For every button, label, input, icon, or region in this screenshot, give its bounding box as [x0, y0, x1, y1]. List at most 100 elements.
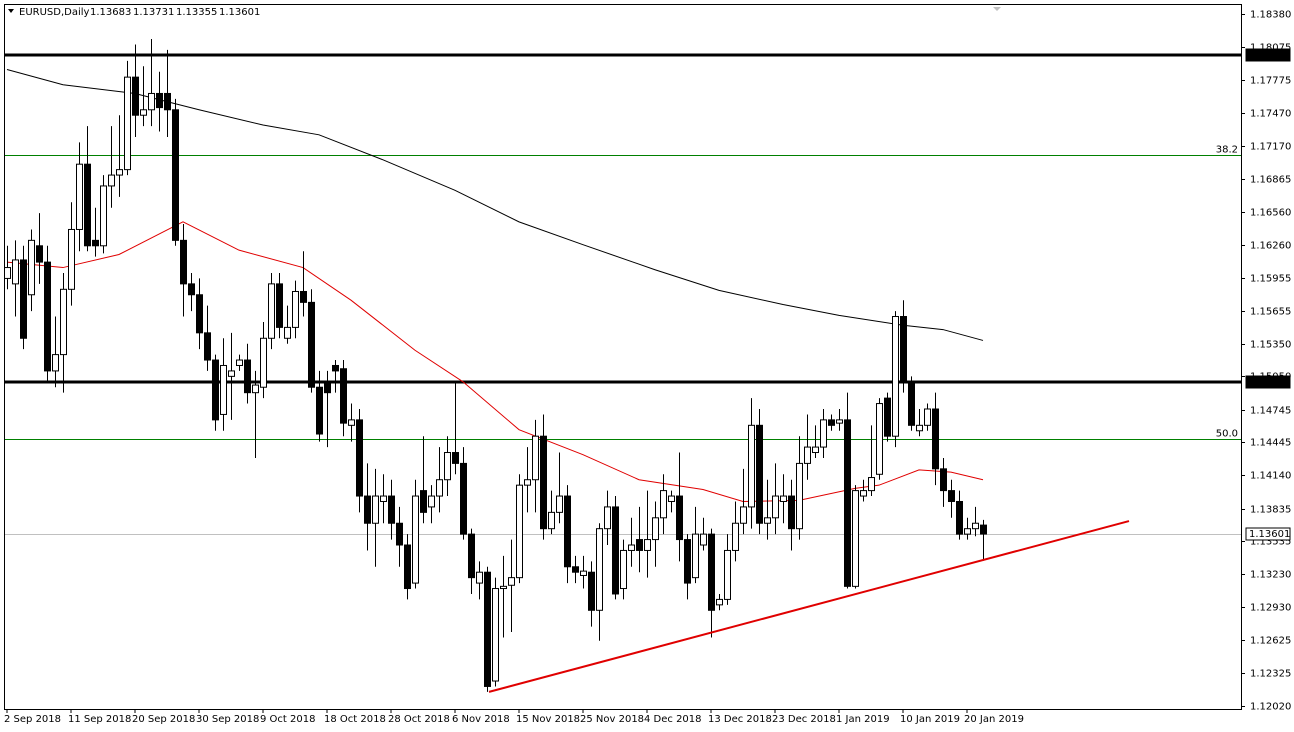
candle-body — [948, 490, 955, 502]
candle-body — [492, 588, 499, 682]
y-tick-label: 1.16865 — [1250, 175, 1291, 186]
candle-body — [284, 326, 291, 339]
candle-body — [108, 174, 115, 187]
candle-body — [12, 259, 19, 285]
candle-body — [804, 446, 811, 464]
candle-body — [92, 239, 99, 247]
x-tick-label: 15 Nov 2018 — [516, 714, 580, 725]
candle-body — [716, 598, 723, 606]
candle-body — [132, 76, 139, 116]
candle-body — [460, 462, 467, 535]
candle-body — [756, 424, 763, 524]
y-tick-label: 1.13535 — [1250, 537, 1291, 548]
candle-body — [172, 109, 179, 241]
candle-body — [148, 92, 155, 111]
candle-body — [60, 288, 67, 356]
candle-body — [548, 511, 555, 530]
candle-body — [564, 495, 571, 568]
x-tick-label: 20 Sep 2018 — [132, 714, 195, 725]
y-tick-label: 1.16260 — [1250, 241, 1291, 252]
candle-body — [844, 419, 851, 587]
candle-body — [700, 533, 707, 546]
x-tick-label: 25 Nov 2018 — [580, 714, 644, 725]
candle-body — [188, 283, 195, 296]
candle-body — [68, 228, 75, 290]
candle-body — [524, 479, 531, 486]
y-tick-label: 1.12930 — [1250, 603, 1291, 614]
candle-body — [596, 528, 603, 611]
candle-body — [236, 359, 243, 366]
candle-body — [116, 169, 123, 176]
moving-average — [6, 69, 984, 341]
ohlc-close: 1.13601 — [219, 7, 260, 18]
candle-body — [972, 522, 979, 530]
candle-body — [500, 585, 507, 590]
candle-body — [724, 549, 731, 600]
candle-body — [204, 332, 211, 361]
candle-body — [452, 452, 459, 464]
x-tick-label: 6 Nov 2018 — [452, 714, 510, 725]
candle-body — [852, 490, 859, 587]
candle-body — [892, 316, 899, 437]
y-tick-label: 1.12625 — [1250, 636, 1291, 647]
candle-body — [20, 259, 27, 339]
candle-body — [420, 490, 427, 513]
y-tick-label: 1.14445 — [1250, 438, 1291, 449]
x-tick-label: 28 Oct 2018 — [388, 714, 450, 725]
candle-body — [508, 577, 515, 586]
candle-body — [532, 435, 539, 481]
candle-body — [268, 283, 275, 339]
ohlc-high: 1.13731 — [133, 7, 174, 18]
candle-body — [868, 477, 875, 492]
y-tick-label: 1.15955 — [1250, 274, 1291, 285]
level-box — [1245, 375, 1291, 389]
candle-body — [44, 261, 51, 372]
y-tick-label: 1.16560 — [1250, 208, 1291, 219]
candle-body — [588, 571, 595, 611]
candle-body — [740, 506, 747, 524]
candle-body — [628, 544, 635, 551]
current-price-label: 1.13601 — [1249, 529, 1290, 540]
candle-body — [348, 419, 355, 426]
fib-label: 38.2 — [1216, 145, 1238, 156]
candle-body — [156, 92, 163, 109]
plot-frame — [4, 4, 1242, 710]
candle-body — [668, 495, 675, 502]
candle-body — [76, 163, 83, 230]
shift-marker — [993, 7, 1001, 11]
candle-body — [652, 517, 659, 541]
candle-body — [28, 239, 35, 296]
candle-body — [620, 549, 627, 590]
candle-body — [980, 524, 987, 535]
x-tick-label: 10 Jan 2019 — [900, 714, 960, 725]
candle-body — [612, 506, 619, 595]
level-box — [1245, 48, 1291, 62]
y-tick-label: 1.12020 — [1250, 702, 1291, 713]
candle-body — [660, 490, 667, 519]
candle-body — [636, 539, 643, 551]
candle-body — [180, 239, 187, 285]
candle-body — [732, 522, 739, 551]
candle-body — [860, 490, 867, 497]
x-tick-label: 9 Oct 2018 — [260, 714, 315, 725]
trendline — [488, 520, 1130, 693]
y-tick-label: 1.13835 — [1250, 505, 1291, 516]
candle-body — [900, 316, 907, 383]
candle-body — [956, 500, 963, 535]
candle-body — [644, 539, 651, 551]
candle-body — [540, 435, 547, 530]
candle-body — [140, 109, 147, 116]
candle-body — [748, 424, 755, 508]
y-tick-label: 1.17775 — [1250, 76, 1291, 87]
y-tick-label: 1.14745 — [1250, 406, 1291, 417]
candle-body — [372, 495, 379, 524]
x-tick-label: 13 Dec 2018 — [708, 714, 772, 725]
candle-body — [580, 570, 587, 576]
candle-body — [52, 354, 59, 372]
candle-body — [924, 408, 931, 426]
candle-body — [940, 468, 947, 492]
candle-body — [364, 495, 371, 524]
candle-body — [772, 495, 779, 519]
x-tick-label: 20 Jan 2019 — [964, 714, 1024, 725]
